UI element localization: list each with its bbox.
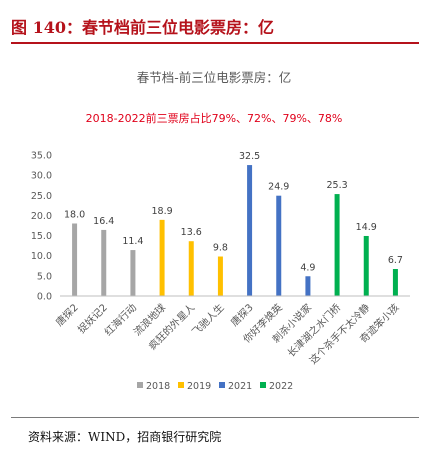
data-label: 11.4	[122, 236, 143, 247]
footer-rule	[11, 417, 419, 418]
legend-label: 2019	[187, 381, 211, 392]
data-label: 4.9	[300, 262, 315, 273]
header-rule	[11, 42, 419, 44]
figure-header: 图 140：春节档前三位电影票房：亿	[11, 8, 419, 42]
figure-title: 图 140：春节档前三位电影票房：亿	[11, 18, 274, 37]
chart-title: 春节档-前三位电影票房：亿	[137, 70, 292, 85]
y-tick-label: 25.0	[31, 191, 52, 202]
bar	[334, 194, 340, 296]
data-label: 16.4	[93, 216, 114, 227]
x-tick-label: 飞驰人生	[189, 301, 226, 338]
data-label: 32.5	[239, 151, 260, 162]
source-note: 资料来源：WIND，招商银行研究院	[28, 430, 222, 444]
legend-label: 2022	[269, 381, 293, 392]
bar	[392, 269, 398, 296]
legend-label: 2018	[146, 381, 170, 392]
legend-swatch	[137, 382, 143, 388]
legend: 2018 2019 2021 2022	[137, 381, 293, 392]
bar	[363, 235, 369, 296]
y-tick-label: 10.0	[31, 251, 52, 262]
data-label: 14.9	[356, 222, 377, 233]
x-tick-label: 唐探2	[53, 301, 81, 329]
y-tick-label: 15.0	[31, 231, 52, 242]
data-label: 25.3	[327, 180, 348, 191]
bar	[72, 223, 78, 296]
legend-label: 2021	[228, 381, 252, 392]
bar	[130, 250, 136, 296]
data-label: 18.9	[152, 206, 173, 217]
data-label: 13.6	[181, 227, 202, 238]
bar	[188, 241, 194, 296]
legend-swatch	[219, 382, 225, 388]
y-tick-label: 5.0	[37, 271, 52, 282]
bar	[247, 165, 253, 296]
y-tick-label: 30.0	[31, 171, 52, 182]
bar	[101, 229, 107, 296]
data-label: 24.9	[268, 182, 289, 193]
legend-swatch	[260, 382, 266, 388]
legend-swatch	[178, 382, 184, 388]
data-label: 9.8	[213, 243, 228, 254]
bar	[276, 195, 282, 296]
chart-subtitle: 2018-2022前三票房占比79%、72%、79%、78%	[86, 111, 343, 125]
y-tick-label: 0.0	[37, 292, 52, 303]
y-tick-label: 20.0	[31, 211, 52, 222]
bar-chart: 春节档-前三位电影票房：亿 2018-2022前三票房占比79%、72%、79%…	[31, 70, 410, 392]
y-tick-label: 35.0	[31, 151, 52, 162]
y-axis: 0.0 5.0 10.0 15.0 20.0 25.0 30.0 35.0	[31, 151, 52, 303]
bar	[217, 256, 223, 296]
x-tick-label: 唐探3	[228, 301, 256, 329]
data-label: 18.0	[64, 209, 85, 220]
bar	[305, 276, 311, 296]
bars: 18.0 16.4 11.4 18.9 13.6 9.8 32.5 24.9 4.9 25.3 14…	[64, 151, 403, 296]
bar	[159, 219, 165, 296]
data-label: 6.7	[388, 255, 403, 266]
